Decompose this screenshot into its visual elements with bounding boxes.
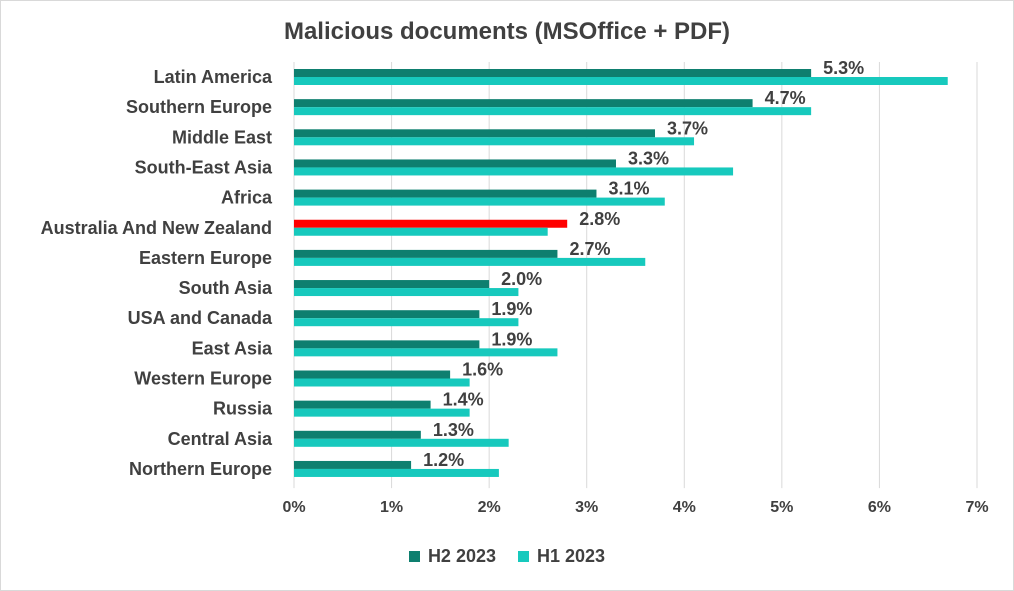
- x-tick-label: 6%: [868, 499, 891, 516]
- bars: [294, 69, 948, 477]
- bar-h1: [294, 288, 519, 297]
- category-label: Africa: [221, 188, 273, 208]
- bar-h1: [294, 257, 646, 266]
- data-label: 2.7%: [569, 239, 610, 259]
- bar-h2: [294, 280, 490, 289]
- data-label: 1.9%: [491, 329, 532, 349]
- legend-item-h1: H1 2023: [518, 546, 605, 567]
- data-labels: 5.3% 4.7% 3.7% 3.3% 3.1% 2.8% 2.7% 2.0% 1.9% 1.9%…: [423, 58, 864, 470]
- legend-item-h2: H2 2023: [408, 546, 496, 567]
- bar-h1: [294, 167, 734, 176]
- data-label: 2.8%: [579, 209, 620, 229]
- bar-h2: [294, 400, 431, 409]
- category-label: Northern Europe: [129, 459, 272, 479]
- data-label: 1.9%: [491, 299, 532, 319]
- data-label: 2.0%: [501, 269, 542, 289]
- bar-h1: [294, 197, 665, 206]
- bar-h1: [294, 107, 812, 116]
- data-label: 3.3%: [628, 148, 669, 168]
- bar-h2: [294, 249, 558, 258]
- gridlines: [293, 62, 978, 489]
- x-tick-label: 3%: [575, 499, 598, 516]
- bar-h2: [294, 430, 421, 439]
- bar-h2: [294, 310, 480, 319]
- category-label: South Asia: [179, 278, 273, 298]
- x-tick-label: 7%: [965, 499, 988, 516]
- bar-h1: [294, 378, 470, 387]
- category-label: USA and Canada: [128, 308, 273, 328]
- category-label: Eastern Europe: [139, 248, 272, 268]
- bar-h2: [294, 189, 597, 198]
- legend: H2 2023 H1 2023: [0, 546, 1014, 567]
- category-label: Southern Europe: [126, 97, 272, 117]
- data-label: 1.4%: [443, 390, 484, 410]
- bar-h2: [294, 129, 656, 138]
- category-label: South-East Asia: [135, 157, 273, 177]
- bar-h1: [294, 137, 695, 146]
- bar-h1: [294, 348, 558, 357]
- x-tick-label: 0%: [282, 499, 305, 516]
- bar-h2: [294, 460, 412, 469]
- bar-h1: [294, 438, 509, 447]
- category-label: Russia: [213, 399, 273, 419]
- bar-h2: [294, 370, 451, 379]
- bar-h1: [294, 227, 548, 236]
- x-tick-label: 2%: [478, 499, 501, 516]
- legend-label-h2: H2 2023: [427, 546, 496, 566]
- bar-h1: [294, 468, 499, 477]
- bar-h1: [294, 408, 470, 417]
- bar-h2: [294, 69, 812, 77]
- data-label: 3.1%: [608, 179, 649, 199]
- category-label: Middle East: [172, 127, 272, 147]
- legend-swatch-h2: [408, 551, 420, 562]
- legend-label-h1: H1 2023: [537, 546, 606, 566]
- data-label: 1.3%: [433, 420, 474, 440]
- bar-h2: [294, 159, 616, 168]
- legend-swatch-h1: [518, 551, 529, 562]
- bar-h2: [294, 99, 753, 108]
- category-label: Australia And New Zealand: [41, 218, 272, 238]
- x-tick-label: 1%: [380, 499, 403, 516]
- bar-h1: [294, 318, 519, 327]
- bar-h2: [294, 340, 480, 349]
- data-label: 1.2%: [423, 450, 464, 470]
- bar-h2: [294, 219, 568, 228]
- category-label: Latin America: [154, 67, 273, 87]
- data-label: 3.7%: [667, 118, 708, 138]
- category-label: East Asia: [192, 338, 273, 358]
- data-label: 1.6%: [462, 360, 503, 380]
- category-label: Central Asia: [168, 429, 273, 449]
- data-label: 4.7%: [765, 88, 806, 108]
- chart-title: Malicious documents (MSOffice + PDF): [283, 18, 731, 45]
- x-tick-label: 5%: [770, 499, 793, 516]
- x-tick-label: 4%: [673, 499, 696, 516]
- data-label: 5.3%: [823, 58, 864, 78]
- category-labels: Latin America Southern Europe Middle East S…: [41, 67, 273, 479]
- x-tick-labels: 0% 1% 2% 3% 4% 5% 6% 7%: [282, 499, 988, 516]
- category-label: Western Europe: [134, 369, 272, 389]
- bar-h1: [294, 77, 948, 85]
